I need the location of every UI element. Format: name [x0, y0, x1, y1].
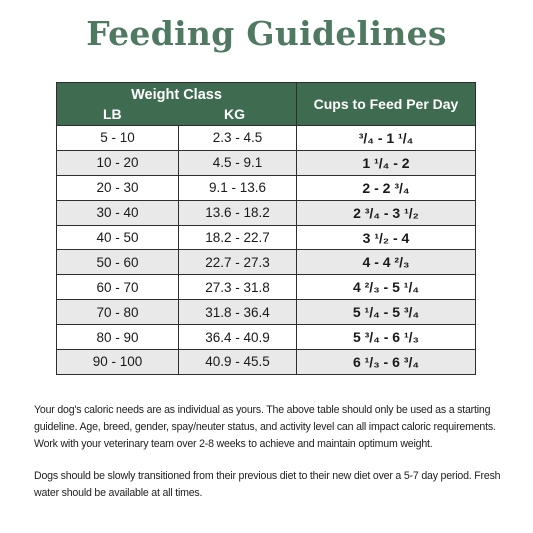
lb-cell: 30 - 40: [56, 199, 179, 226]
cups-cell: 2 ³/₄ - 3 ¹/₂: [296, 199, 476, 226]
table-row: 30 - 40 13.6 - 18.2 2 ³/₄ - 3 ¹/₂: [56, 199, 476, 226]
note-caloric-needs: Your dog's caloric needs are as individu…: [34, 404, 496, 450]
lb-cell: 40 - 50: [56, 224, 179, 251]
kg-cell: 31.8 - 36.4: [178, 299, 297, 326]
feeding-table: Weight Class LB KG Cups to Feed Per Day …: [56, 82, 476, 375]
cups-cell: 4 ²/₃ - 5 ¹/₄: [296, 274, 476, 301]
table-row: 50 - 60 22.7 - 27.3 4 - 4 ²/₃: [56, 249, 476, 276]
kg-cell: 9.1 - 13.6: [178, 174, 297, 201]
lb-column-label: LB: [103, 106, 122, 122]
lb-cell: 20 - 30: [56, 174, 179, 201]
cups-cell: 3 ¹/₂ - 4: [296, 224, 476, 251]
table-header-row: Weight Class LB KG Cups to Feed Per Day: [56, 82, 476, 126]
lb-cell: 80 - 90: [56, 324, 179, 351]
kg-cell: 13.6 - 18.2: [178, 199, 297, 226]
kg-cell: 4.5 - 9.1: [178, 149, 297, 176]
table-row: 90 - 100 40.9 - 45.5 6 ¹/₃ - 6 ³/₄: [56, 349, 476, 375]
lb-cell: 60 - 70: [56, 274, 179, 301]
cups-cell: 4 - 4 ²/₃: [296, 249, 476, 276]
kg-cell: 22.7 - 27.3: [178, 249, 297, 276]
kg-cell: 18.2 - 22.7: [178, 224, 297, 251]
weight-class-header: Weight Class LB KG: [56, 82, 297, 126]
page-title: Feeding Guidelines: [86, 14, 447, 53]
kg-cell: 40.9 - 45.5: [178, 349, 297, 375]
table-row: 20 - 30 9.1 - 13.6 2 - 2 ³/₄: [56, 174, 476, 201]
cups-cell: 5 ³/₄ - 6 ¹/₃: [296, 324, 476, 351]
lb-cell: 50 - 60: [56, 249, 179, 276]
kg-cell: 36.4 - 40.9: [178, 324, 297, 351]
table-row: 5 - 10 2.3 - 4.5 ³/₄ - 1 ¹/₄: [56, 125, 476, 151]
cups-cell: 2 - 2 ³/₄: [296, 174, 476, 201]
table-row: 70 - 80 31.8 - 36.4 5 ¹/₄ - 5 ³/₄: [56, 299, 476, 326]
kg-column-label: KG: [224, 106, 245, 122]
cups-cell: 6 ¹/₃ - 6 ³/₄: [296, 349, 476, 375]
table-row: 60 - 70 27.3 - 31.8 4 ²/₃ - 5 ¹/₄: [56, 274, 476, 301]
lb-cell: 5 - 10: [56, 125, 179, 151]
cups-cell: 5 ¹/₄ - 5 ³/₄: [296, 299, 476, 326]
lb-cell: 90 - 100: [56, 349, 179, 375]
kg-cell: 27.3 - 31.8: [178, 274, 297, 301]
lb-cell: 70 - 80: [56, 299, 179, 326]
table-row: 10 - 20 4.5 - 9.1 1 ¹/₄ - 2: [56, 149, 476, 176]
table-row: 40 - 50 18.2 - 22.7 3 ¹/₂ - 4: [56, 224, 476, 251]
table-body: 5 - 10 2.3 - 4.5 ³/₄ - 1 ¹/₄ 10 - 20 4.5 - 9…: [56, 125, 476, 375]
cups-header: Cups to Feed Per Day: [296, 82, 476, 126]
cups-cell: ³/₄ - 1 ¹/₄: [296, 125, 476, 151]
table-row: 80 - 90 36.4 - 40.9 5 ³/₄ - 6 ¹/₃: [56, 324, 476, 351]
lb-cell: 10 - 20: [56, 149, 179, 176]
weight-class-label: Weight Class: [131, 87, 222, 103]
note-transition: Dogs should be slowly transitioned from …: [34, 470, 501, 499]
kg-cell: 2.3 - 4.5: [178, 125, 297, 151]
cups-cell: 1 ¹/₄ - 2: [296, 149, 476, 176]
